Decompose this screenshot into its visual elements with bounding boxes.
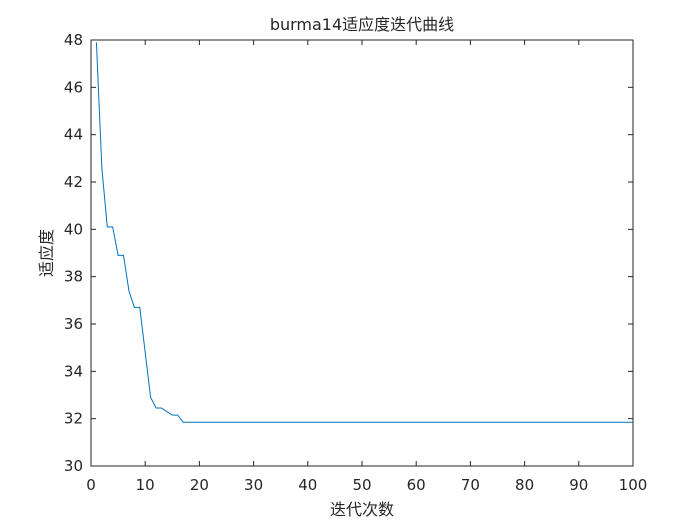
x-tick-label: 20 xyxy=(190,476,209,494)
y-tick-label: 42 xyxy=(64,173,83,191)
series-layer xyxy=(95,42,633,423)
x-tick-label: 40 xyxy=(298,476,317,494)
fitness-series-line xyxy=(95,42,633,423)
x-tick-label: 100 xyxy=(619,476,648,494)
x-tick-label: 0 xyxy=(86,476,96,494)
y-tick-label: 34 xyxy=(64,362,83,380)
x-tick-label: 60 xyxy=(407,476,426,494)
chart-title: burma14适应度迭代曲线 xyxy=(270,15,454,34)
y-tick-label: 44 xyxy=(64,126,83,144)
x-tick-label: 30 xyxy=(244,476,263,494)
y-tick-label: 32 xyxy=(64,410,83,428)
x-axis-label: 迭代次数 xyxy=(330,500,394,519)
y-tick-label: 46 xyxy=(64,78,83,96)
x-tick-label: 90 xyxy=(569,476,588,494)
axes-box xyxy=(90,39,634,467)
ticks-layer: 0 10 20 30 40 50 60 70 80 90 100 30 32 34 36 38 40 42 44 46… xyxy=(64,31,647,494)
x-tick-label: 70 xyxy=(461,476,480,494)
y-axis-label: 适应度 xyxy=(37,229,56,277)
y-tick-label: 48 xyxy=(64,31,83,49)
x-tick-label: 10 xyxy=(136,476,155,494)
y-tick-label: 36 xyxy=(64,315,83,333)
y-tick-label: 40 xyxy=(64,220,83,238)
y-tick-label: 38 xyxy=(64,268,83,286)
y-tick-label: 30 xyxy=(64,457,83,475)
plot-area xyxy=(91,40,633,466)
x-tick-label: 50 xyxy=(352,476,371,494)
x-tick-label: 80 xyxy=(515,476,534,494)
